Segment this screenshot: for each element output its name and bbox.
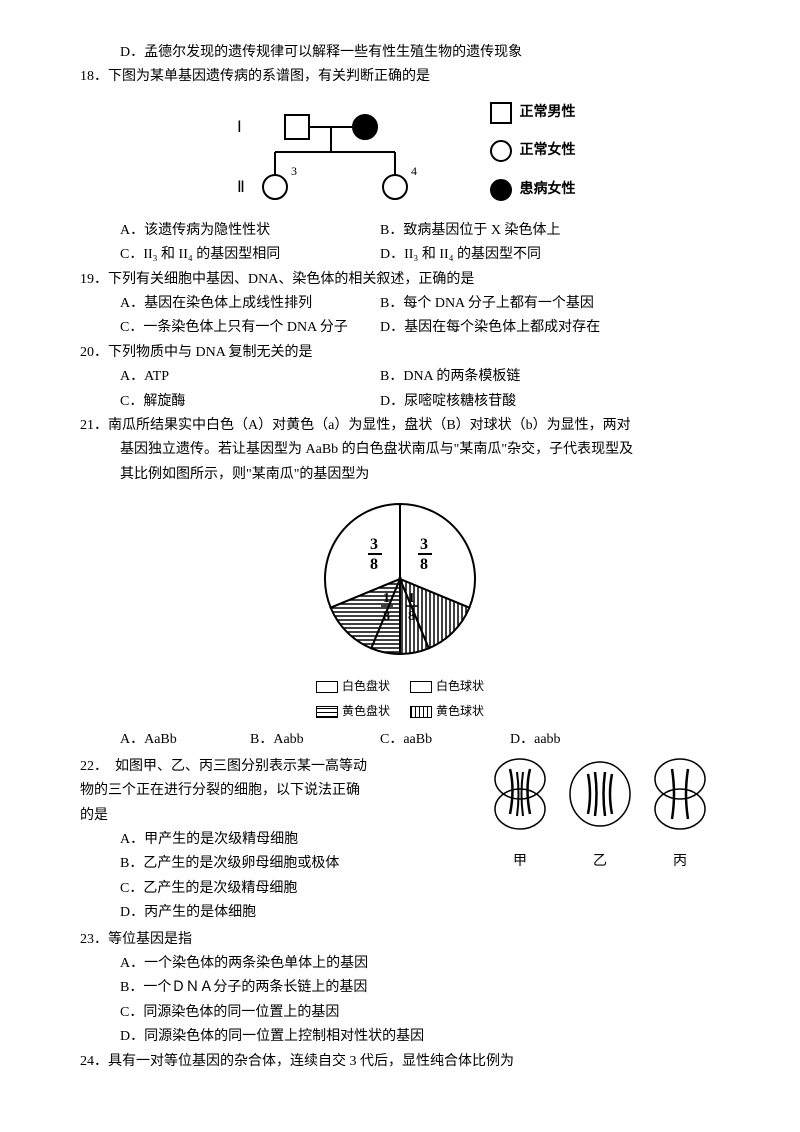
svg-text:3: 3 — [370, 536, 378, 553]
svg-text:8: 8 — [408, 609, 415, 624]
q19-stem: 19．下列有关细胞中基因、DNA、染色体的相关叙述，正确的是 — [80, 269, 720, 291]
q21-options: A．AaBbB．Aabb C．aaBbD．aabb — [80, 729, 720, 751]
svg-text:Ⅱ: Ⅱ — [237, 179, 245, 196]
q22-stem3: 的是 — [80, 805, 460, 827]
q23-optA: A．一个染色体的两条染色单体上的基因 — [80, 953, 720, 975]
svg-text:3: 3 — [420, 536, 428, 553]
q20-options-cd: C．解旋酶D．尿嘧啶核糖核苷酸 — [80, 391, 720, 413]
q23-optD: D．同源染色体的同一位置上控制相对性状的基因 — [80, 1026, 720, 1048]
q22-stem1: 22． 如图甲、乙、丙三图分别表示某一高等动 — [80, 756, 460, 778]
q21-legend-row2: 黄色盘状 黄色球状 — [80, 702, 720, 721]
svg-text:1: 1 — [408, 591, 415, 606]
svg-text:3: 3 — [291, 164, 297, 178]
pedigree-svg: Ⅰ Ⅱ 3 4 — [225, 97, 455, 212]
q22-optA: A．甲产生的是次级精母细胞 — [80, 829, 460, 851]
q17-option-d: D．孟德尔发现的遗传规律可以解释一些有性生殖生物的遗传现象 — [80, 42, 720, 64]
q23-optB: B．一个ＤＮＡ分子的两条长链上的基因 — [80, 977, 720, 999]
q18-figure: Ⅰ Ⅱ 3 4 正常男性 正常女性 患病女性 — [80, 97, 720, 212]
q21-stem2: 基因独立遗传。若让基因型为 AaBb 的白色盘状南瓜与"某南瓜"杂交，子代表现型… — [80, 439, 720, 461]
svg-text:8: 8 — [383, 609, 390, 624]
q22-optD: D．丙产生的是体细胞 — [80, 902, 460, 924]
q22-optC: C．乙产生的是次级精母细胞 — [80, 878, 460, 900]
q23-stem: 23．等位基因是指 — [80, 929, 720, 951]
pedigree-legend: 正常男性 正常女性 患病女性 — [490, 102, 576, 201]
q20-stem: 20．下列物质中与 DNA 复制无关的是 — [80, 342, 720, 364]
svg-text:Ⅰ: Ⅰ — [237, 119, 242, 136]
q22-stem2: 物的三个正在进行分裂的细胞，以下说法正确 — [80, 780, 460, 802]
q21-pie-chart: 3 8 3 8 1 8 1 8 — [80, 494, 720, 669]
q21-stem1: 21．南瓜所结果实中白色（A）对黄色（a）为显性，盘状（B）对球状（b）为显性，… — [80, 415, 720, 437]
q18-stem: 18．下图为某单基因遗传病的系谱图，有关判断正确的是 — [80, 66, 720, 88]
svg-text:8: 8 — [420, 556, 428, 573]
q22-cells-figure: 甲 乙 丙 — [480, 754, 720, 873]
q24-stem: 24．具有一对等位基因的杂合体，连续自交 3 代后，显性纯合体比例为 — [80, 1051, 720, 1073]
q21-stem3: 其比例如图所示，则"某南瓜"的基因型为 — [80, 464, 720, 486]
q20-options-ab: A．ATPB．DNA 的两条模板链 — [80, 366, 720, 388]
q21-legend-row1: 白色盘状 白色球状 — [80, 677, 720, 696]
q19-options-ab: A．基因在染色体上成线性排列B．每个 DNA 分子上都有一个基因 — [80, 293, 720, 315]
q23-optC: C．同源染色体的同一位置上的基因 — [80, 1002, 720, 1024]
svg-text:8: 8 — [370, 556, 378, 573]
q18-options-ab: A．该遗传病为隐性性状B．致病基因位于 X 染色体上 — [80, 220, 720, 242]
q22-optB: B．乙产生的是次级卵母细胞或极体 — [80, 853, 460, 875]
q18-options-cd: C．II₃ 和 II₄ 的基因型相同D．II₃ 和 II₄ 的基因型不同 — [80, 244, 720, 266]
svg-text:1: 1 — [383, 591, 390, 606]
q19-options-cd: C．一条染色体上只有一个 DNA 分子D．基因在每个染色体上都成对存在 — [80, 317, 720, 339]
svg-text:4: 4 — [411, 164, 417, 178]
